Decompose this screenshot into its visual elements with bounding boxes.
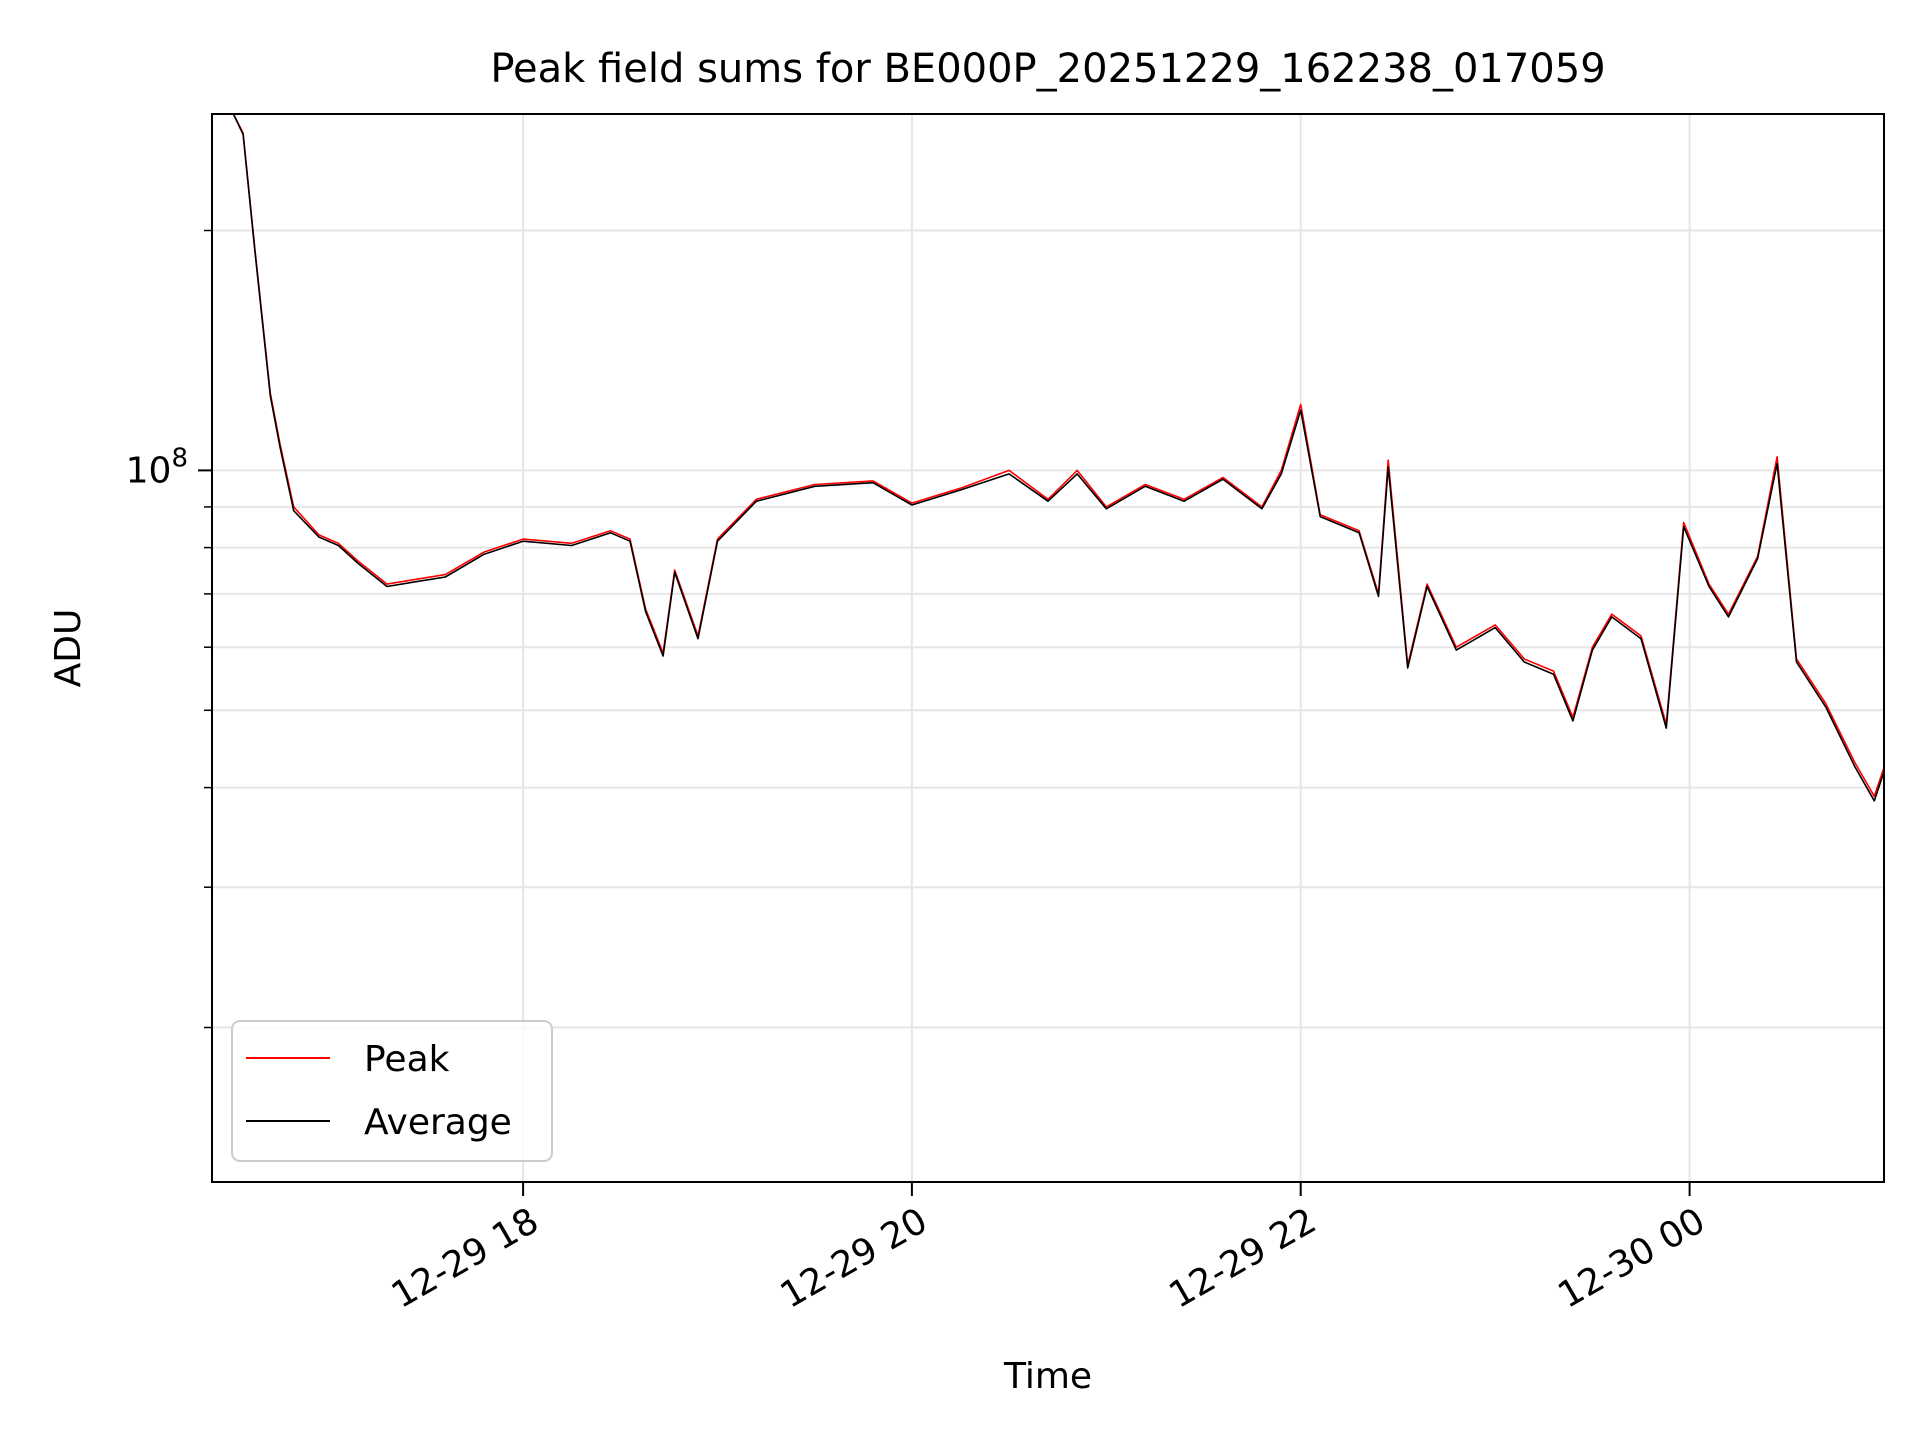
grid xyxy=(212,114,1884,1182)
legend-box xyxy=(231,1020,553,1162)
legend: Peak Average xyxy=(231,1020,553,1162)
series-line-average xyxy=(232,114,1884,802)
y-axis-label: ADU xyxy=(48,609,89,688)
y-tick-label-base: 10 xyxy=(126,450,172,491)
y-tick-label-exponent: 8 xyxy=(171,443,188,473)
y-tick-label: 108 xyxy=(126,443,188,491)
chart-title: Peak field sums for BE000P_20251229_1622… xyxy=(490,46,1605,92)
legend-peak-label: Peak xyxy=(364,1039,450,1080)
plot-frame xyxy=(211,113,1885,1183)
y-axis: 108 xyxy=(126,229,212,1029)
legend-average-label: Average xyxy=(364,1102,512,1143)
plot-series xyxy=(232,114,1884,802)
x-axis-label: Time xyxy=(1003,1356,1092,1397)
